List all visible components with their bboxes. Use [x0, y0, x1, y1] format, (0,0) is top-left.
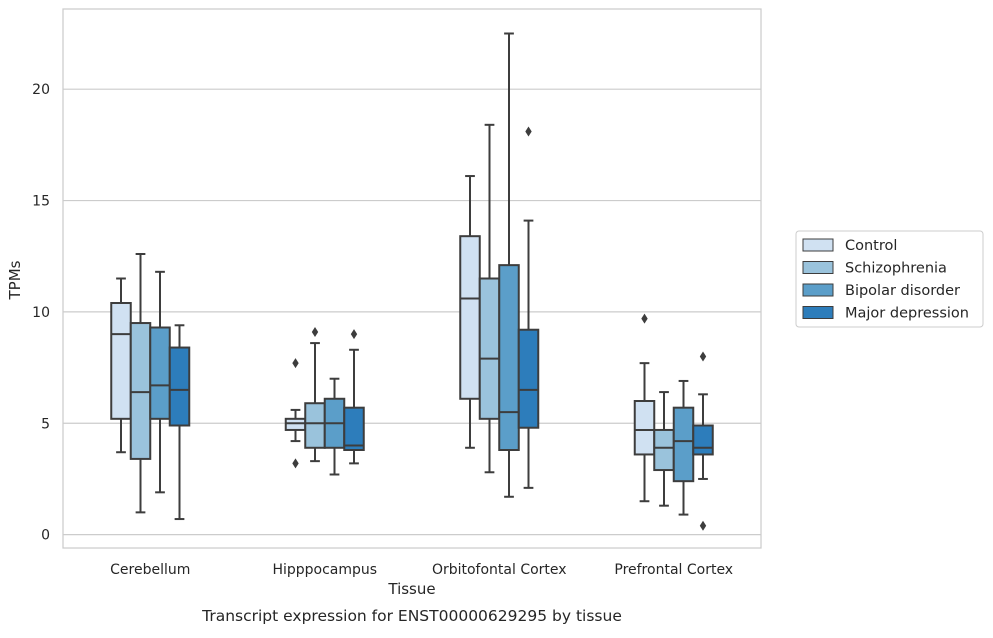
box-schizophrenia — [129, 253, 152, 514]
x-tick-label: Cerebellum — [110, 562, 190, 578]
x-tick-label: Prefrontal Cortex — [614, 562, 733, 578]
outlier-point — [699, 520, 707, 531]
legend-label: Control — [845, 238, 897, 254]
outlier-point — [292, 358, 299, 369]
box-body — [633, 400, 656, 456]
box-schizophrenia — [304, 326, 326, 463]
y-tick-label: 10 — [32, 305, 50, 321]
legend-swatch — [802, 283, 834, 297]
outlier-point — [525, 126, 532, 137]
outlier-point — [641, 313, 648, 324]
box-body — [653, 428, 675, 472]
box-body — [168, 346, 191, 427]
outlier-point — [699, 351, 707, 362]
outlier-point — [311, 326, 319, 337]
y-axis-ticks: 0 5 10 15 20 — [32, 82, 50, 543]
box-body — [498, 264, 520, 451]
box-layer — [110, 32, 714, 531]
box-bipolar-disorder — [149, 270, 171, 494]
legend-label: Bipolar disorder — [845, 283, 960, 299]
box-major-depression — [168, 324, 191, 521]
legend-swatch — [802, 261, 834, 274]
box-major-depression — [692, 351, 714, 531]
box-body — [149, 326, 171, 420]
box-control — [633, 313, 656, 503]
box-bipolar-disorder — [498, 32, 520, 498]
box-body — [304, 402, 326, 449]
box-body — [284, 417, 307, 431]
x-tick-label: Hipppocampus — [272, 562, 377, 578]
outlier-point — [350, 329, 358, 340]
outlier-point — [292, 458, 299, 469]
box-control — [459, 175, 481, 449]
box-body — [517, 328, 540, 429]
y-axis-label: TPMs — [6, 260, 24, 300]
box-schizophrenia — [478, 123, 501, 474]
box-body — [672, 406, 695, 483]
x-tick-label: Orbitofontal Cortex — [432, 562, 567, 578]
box-major-depression — [517, 126, 540, 489]
box-schizophrenia — [653, 391, 675, 507]
y-tick-label: 20 — [32, 82, 50, 98]
box-body — [343, 406, 365, 452]
x-axis-ticks: Cerebellum Hipppocampus Orbitofontal Corte… — [110, 562, 733, 578]
x-axis-label: Tissue — [387, 580, 435, 598]
legend: Control Schizophrenia Bipolar disorder Majo… — [795, 230, 984, 328]
legend-swatch — [802, 306, 834, 319]
legend-label: Schizophrenia — [845, 261, 947, 277]
box-body — [478, 277, 501, 420]
y-tick-label: 15 — [32, 194, 50, 210]
box-major-depression — [343, 329, 365, 465]
y-tick-label: 5 — [41, 416, 50, 432]
plot-frame — [62, 8, 762, 549]
box-body — [110, 302, 132, 420]
box-bipolar-disorder — [323, 377, 346, 476]
box-control — [110, 277, 132, 454]
y-tick-label: 0 — [41, 528, 50, 544]
box-control — [284, 358, 307, 469]
box-bipolar-disorder — [672, 379, 695, 516]
legend-frame — [795, 230, 984, 328]
box-body — [692, 424, 714, 456]
legend-swatch — [802, 238, 834, 252]
box-body — [459, 235, 481, 400]
legend-label: Major depression — [845, 306, 969, 322]
box-body — [129, 322, 152, 460]
chart-caption: Transcript expression for ENST0000062929… — [201, 607, 622, 625]
